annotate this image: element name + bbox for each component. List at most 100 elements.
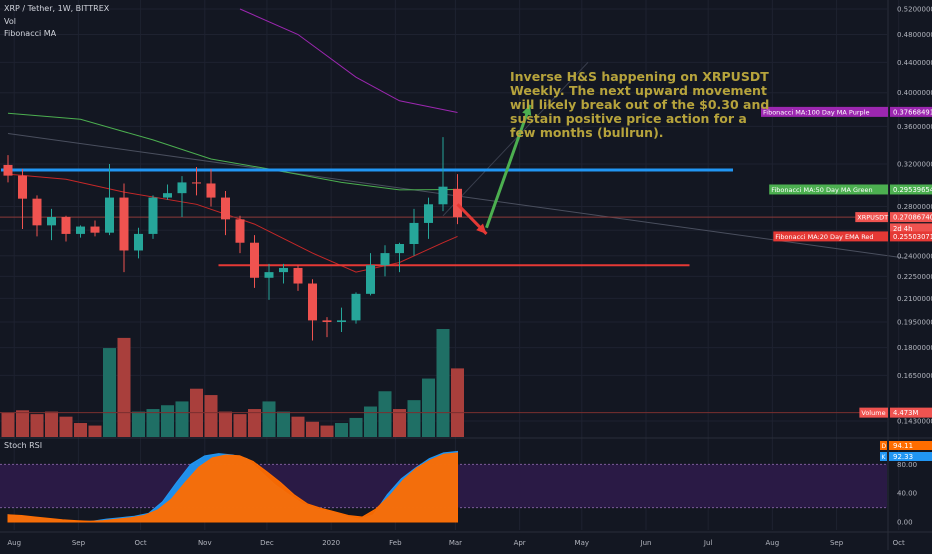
y-tick-label: 0.21000000	[897, 295, 932, 303]
x-tick-label: Jun	[640, 539, 652, 547]
price-label-name: Fibonacci MA:50 Day MA Green	[771, 186, 872, 194]
price-label-value-bg	[890, 106, 932, 117]
volume-bar	[436, 329, 450, 437]
candle-body	[47, 216, 56, 226]
fibonacci-ma-label[interactable]: Fibonacci MA	[4, 29, 57, 38]
rsi-tag-value: 92.33	[893, 453, 913, 461]
candle-body	[380, 253, 390, 266]
candles	[3, 137, 462, 341]
rsi-tag-series: K	[882, 454, 887, 461]
volume-bar	[277, 411, 290, 437]
candle-body	[3, 164, 13, 176]
price-label-value: 0.37668491	[893, 108, 932, 116]
arrow-shaft	[485, 104, 532, 229]
moving-average-line	[7, 173, 458, 273]
y-tick-label: 0.40000000	[897, 89, 932, 97]
candle-body	[192, 182, 201, 184]
volume-bar	[349, 417, 363, 437]
price-labels: D 94.11 K 92.33 Fibonacci MA:100 Day MA Purp…	[761, 106, 932, 461]
rsi-tag-value: 94.11	[893, 442, 913, 450]
price-label-name-bg	[769, 184, 888, 195]
candle-body	[235, 219, 245, 243]
price-label-value-bg	[890, 407, 932, 418]
y-tick-label: 0.52000000	[897, 6, 932, 14]
volume-bar	[320, 425, 334, 437]
rsi-tag-bg	[889, 441, 932, 450]
candle-body	[351, 293, 361, 321]
price-label-value: 2d 4h	[893, 225, 912, 233]
rsi-y-tick-label: 0.00	[897, 519, 913, 527]
volume-bar	[74, 423, 87, 437]
price-label-name: Fibonacci MA:100 Day MA Purple	[763, 108, 869, 116]
volume-bar	[204, 395, 218, 437]
volume-bar	[146, 409, 160, 437]
candle-body	[337, 320, 346, 323]
volume-bar	[378, 391, 392, 437]
volume-bar	[262, 401, 276, 437]
x-tick-label: May	[575, 539, 589, 547]
candle-body	[18, 175, 27, 199]
price-label-value: 0.27086740	[893, 214, 932, 222]
candle-body	[61, 216, 71, 234]
candle-body	[453, 188, 462, 218]
rsi-tag-marker	[880, 452, 887, 461]
x-tick-label: 2020	[322, 539, 340, 547]
candle-body	[90, 226, 100, 233]
price-label-value-bg	[890, 223, 932, 234]
y-tick-label: 0.16500000	[897, 372, 932, 380]
y-tick-label: 0.36000000	[897, 123, 932, 131]
volume-indicator-label[interactable]: Vol	[4, 17, 16, 26]
y-tick-label: 0.14300000	[897, 418, 932, 426]
volume-bar	[335, 423, 348, 437]
y-tick-label: 0.18000000	[897, 344, 932, 352]
volume-bar	[30, 414, 44, 437]
price-label-name: Fibonacci MA:20 Day EMA Red	[775, 233, 873, 241]
grid-lines	[0, 0, 900, 530]
x-tick-label: Feb	[389, 539, 402, 547]
price-label-name-bg	[855, 212, 888, 223]
volume-bar	[364, 406, 377, 437]
annotation-text[interactable]: Inverse H&S happening on XRPUSDT Weekly.…	[510, 69, 770, 140]
horizontal-lines[interactable]	[0, 168, 887, 414]
candle-body	[32, 198, 42, 226]
candle-body	[409, 222, 419, 245]
candle-body	[322, 320, 332, 323]
volume-bar	[407, 400, 421, 437]
volume-bar	[1, 412, 15, 437]
stoch-rsi-title[interactable]: Stoch RSI	[4, 441, 43, 450]
price-label-name-bg	[773, 231, 888, 242]
volume-bar	[451, 368, 464, 437]
candle-body	[76, 226, 85, 234]
x-tick-label: Oct	[135, 539, 147, 547]
arrow-head	[522, 104, 532, 116]
y-tick-label: 0.22500000	[897, 273, 932, 281]
candle-body	[119, 197, 129, 251]
x-tick-label: Mar	[449, 539, 462, 547]
candle-body	[148, 197, 158, 234]
arrow-head	[476, 223, 487, 234]
volume-bar	[103, 348, 116, 437]
candle-body	[163, 193, 172, 198]
axes: Aug Sep Oct Nov Dec 2020 Feb Mar Apr May Jun Jul Aug…	[7, 0, 932, 550]
candle-body	[177, 182, 187, 194]
volume-bar	[16, 410, 29, 437]
rsi-y-tick-label: 80.00	[897, 461, 917, 469]
price-label-value-bg	[890, 212, 932, 223]
y-tick-label: 0.44000000	[897, 59, 932, 67]
candle-body	[293, 267, 303, 284]
candle-body	[279, 267, 288, 273]
candle-body	[395, 244, 404, 254]
volume-bar	[248, 409, 261, 437]
x-tick-label: Nov	[198, 539, 212, 547]
volume-bar	[175, 401, 189, 437]
x-tick-label: Sep	[830, 539, 844, 547]
volume-bar	[306, 421, 319, 437]
arrows[interactable]	[456, 104, 532, 235]
moving-average-line	[7, 112, 458, 191]
volume-bar	[132, 411, 145, 437]
candle-body	[250, 242, 259, 278]
candle-body	[221, 197, 230, 220]
trendline	[442, 61, 589, 217]
